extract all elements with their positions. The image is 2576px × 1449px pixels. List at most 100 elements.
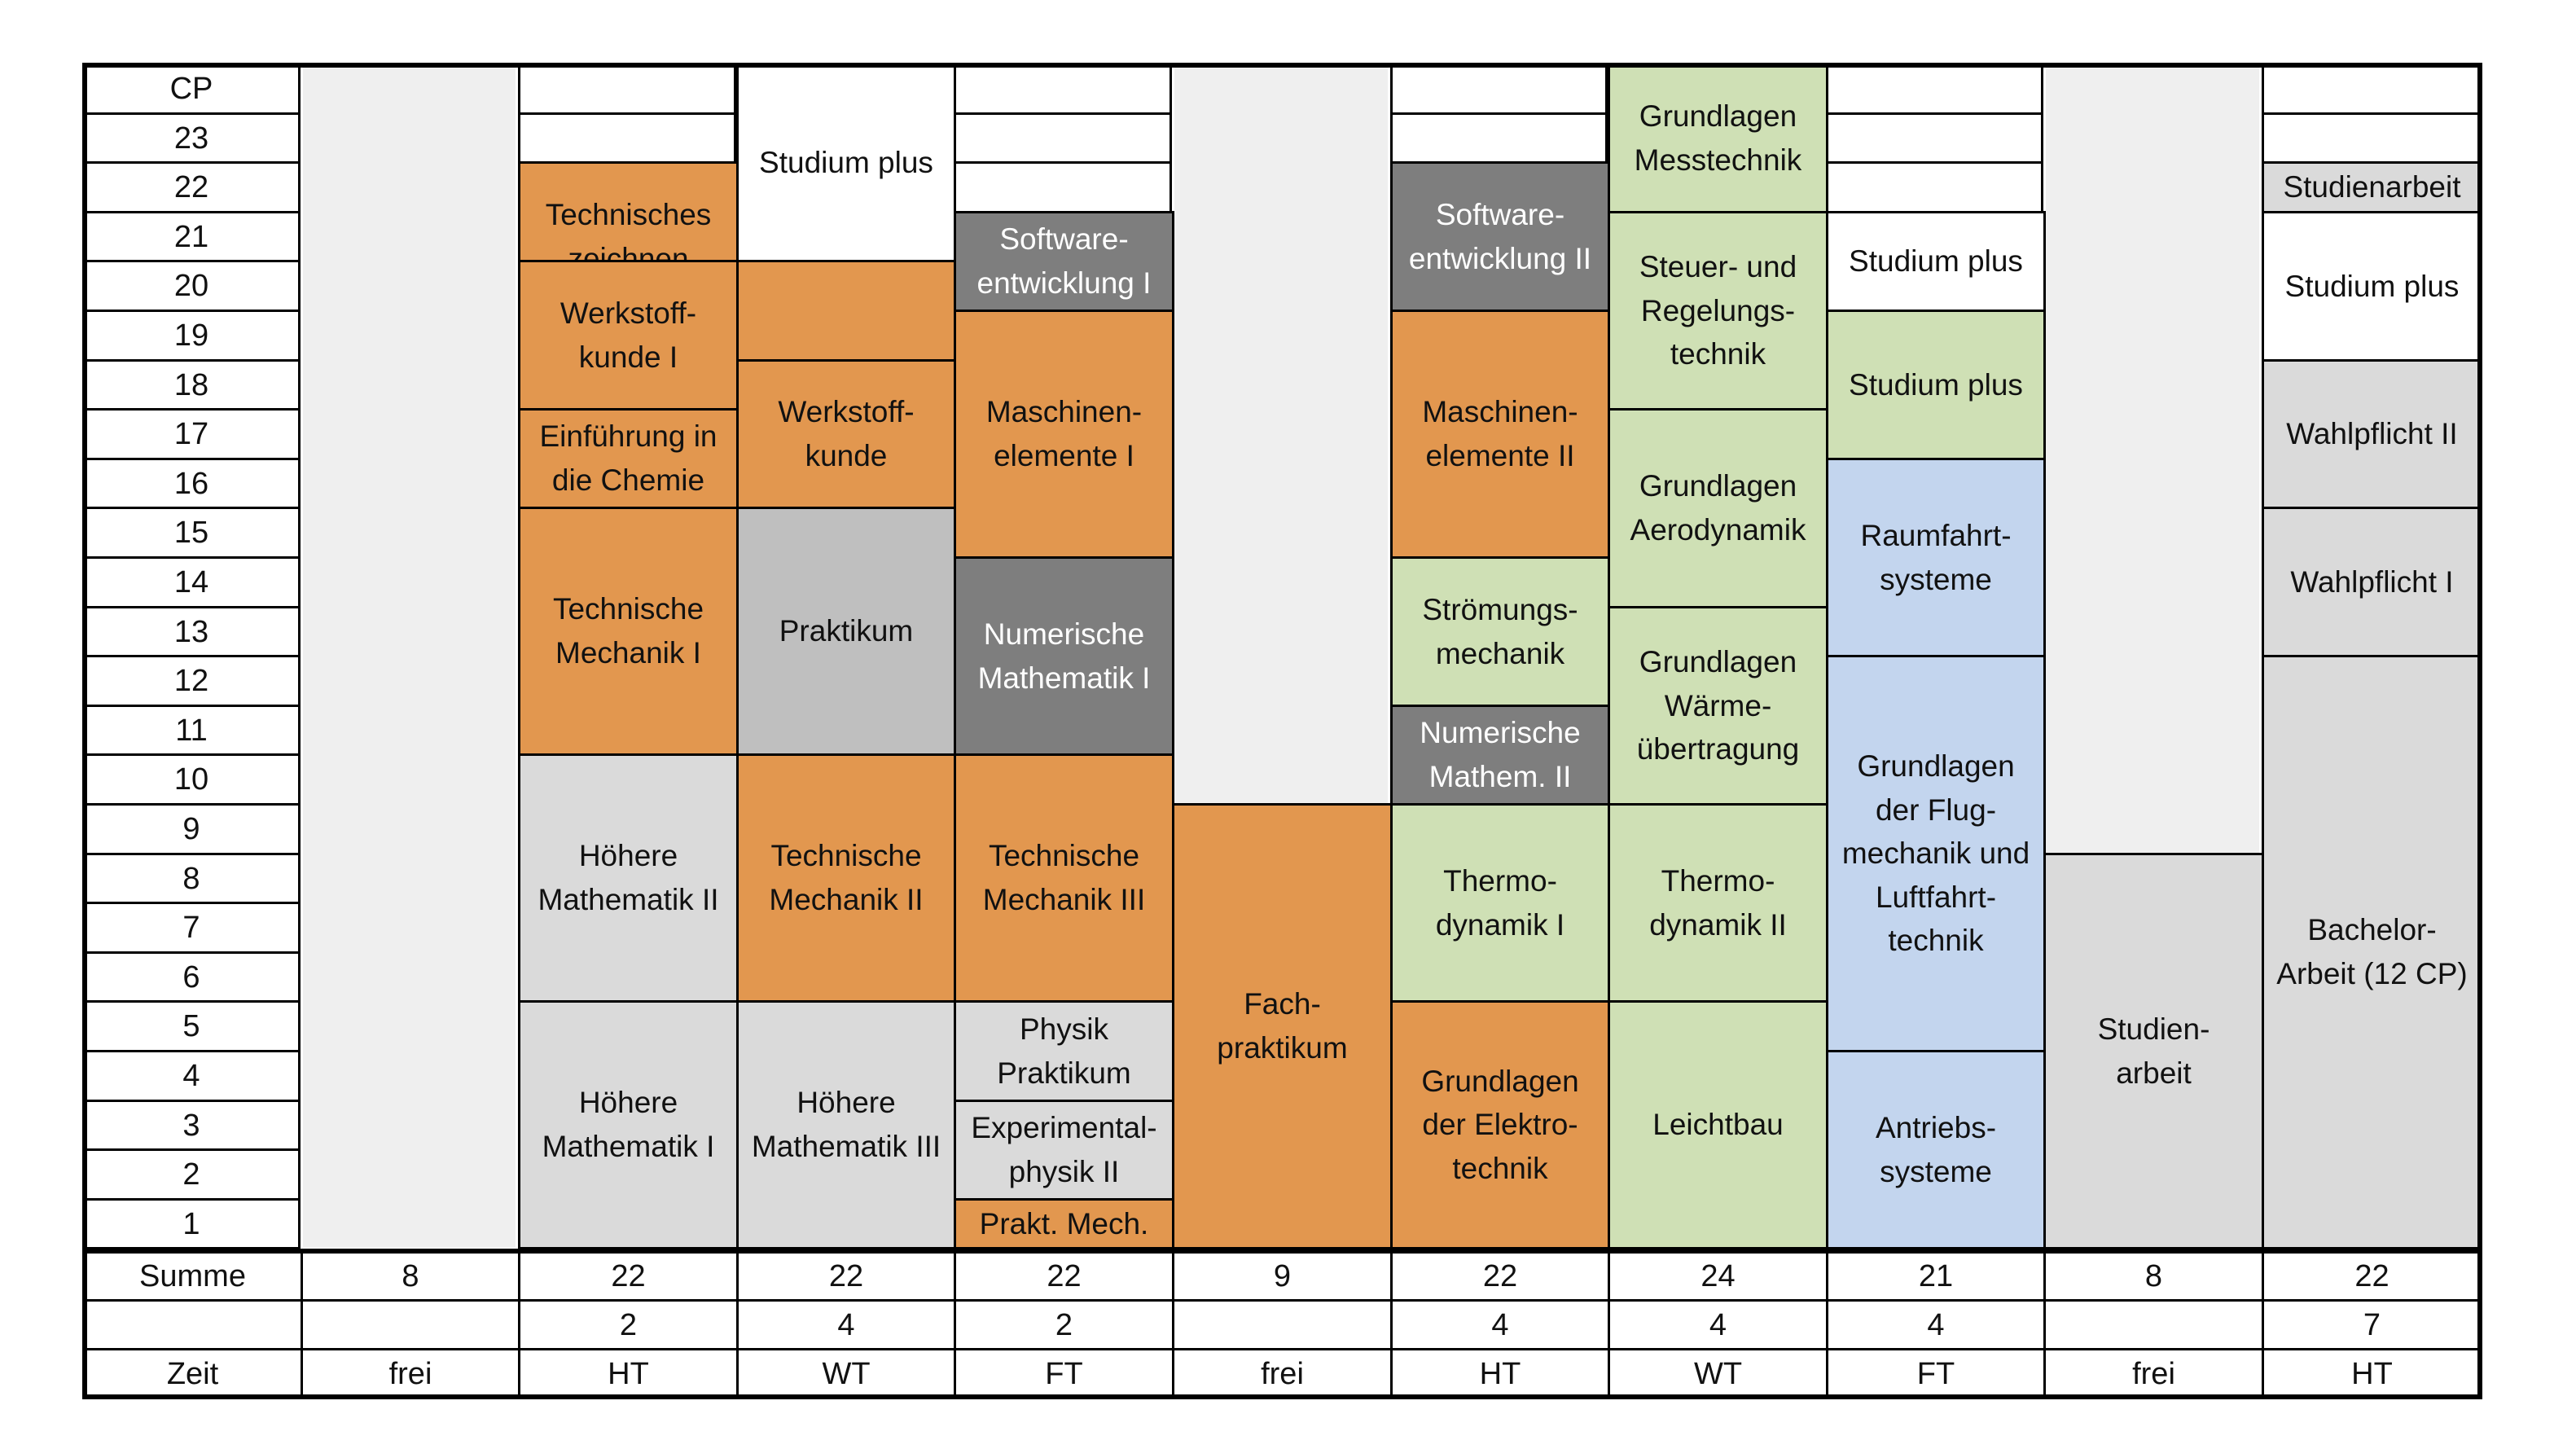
module-block[interactable]: Werkstoff- kunde I [518,260,739,411]
module-block[interactable]: Maschinen- elemente I [954,310,1174,559]
footer-zeit-cell: frei [1172,1348,1393,1399]
module-label: Thermo- dynamik II [1649,863,1787,942]
module-label: Thermo- dynamik I [1435,863,1565,942]
module-block[interactable]: Antriebs- systeme [1826,1050,2046,1249]
module-block[interactable]: Technische Mechanik II [736,753,956,1003]
empty-semester-area [1174,65,1388,803]
module-block[interactable]: Numerische Mathematik I [954,556,1174,756]
module-label: Steuer- und Regelungs- technik [1639,250,1797,371]
module-label: Leichtbau [1652,1108,1784,1142]
module-label: Grundlagen Messtechnik [1634,99,1802,177]
module-block[interactable]: Grundlagen Aerodynamik [1608,408,1828,608]
module-block[interactable]: Fach- praktikum [1172,803,1393,1249]
module-block[interactable]: Studien- arbeit [2043,853,2264,1249]
module-block[interactable]: Studium plus [1826,310,2046,460]
module-label: Fach- praktikum [1217,987,1348,1065]
module-label: Software- entwicklung II [1408,197,1592,275]
module-block[interactable]: Technische Mechanik III [954,753,1174,1003]
empty-semester-area [303,65,516,1247]
module-label: Studium plus [2284,269,2460,303]
empty-semester-area [2046,65,2259,853]
module-block[interactable]: Raumfahrt- systeme [1826,458,2046,657]
module-label: Werkstoff- kunde [778,395,915,472]
cp-row-label: 3 [82,1100,301,1151]
cp-row-label: 22 [82,161,301,213]
module-label: Studienarbeit [2283,170,2461,204]
module-block[interactable]: Thermo- dynamik I [1390,803,1610,1003]
module-block[interactable]: Studium plus [736,63,956,262]
module-label: Maschinen- elemente II [1422,395,1578,472]
module-block[interactable]: Software- entwicklung II [1390,161,1610,312]
module-block[interactable]: Strömungs- mechanik [1390,556,1610,707]
empty-cp-cell [1826,161,2043,213]
empty-cp-cell [1826,112,2043,164]
module-label: Höhere Mathematik III [751,1086,941,1163]
footer-zeit-cell: WT [736,1348,956,1399]
module-label: Software- entwicklung I [976,222,1152,300]
module-block[interactable]: Software- entwicklung I [954,211,1174,312]
cp-row-label: 8 [82,853,301,904]
module-block[interactable]: Höhere Mathematik II [518,753,739,1003]
module-label: Technische Mechanik II [769,839,924,916]
empty-cp-cell [518,112,736,164]
module-label: Bachelor- Arbeit (12 CP) [2276,913,2468,990]
cp-row-label: 13 [82,606,301,657]
module-block[interactable]: Numerische Mathem. II [1390,705,1610,806]
cp-row-label: 4 [82,1050,301,1102]
module-block[interactable]: Steuer- und Regelungs- technik [1608,211,1828,411]
module-label: Experimental- physik II [971,1111,1157,1188]
module-label: Maschinen- elemente I [985,395,1143,472]
module-label: Raumfahrt- systeme [1860,518,2012,596]
module-block[interactable]: Wahlpflicht II [2262,359,2482,509]
module-label: Strömungs- mechanik [1422,592,1578,670]
table-frame [82,63,2482,1399]
module-label: Grundlagen der Elektro- technik [1421,1064,1579,1185]
module-label: Höhere Mathematik I [542,1086,715,1163]
cp-row-label: 6 [82,951,301,1003]
footer-zeit-cell: HT [2262,1348,2482,1399]
module-label: Grundlagen Aerodynamik [1630,469,1806,547]
module-block[interactable]: Höhere Mathematik I [518,1000,739,1249]
module-label: Studium plus [1849,367,2023,402]
module-block[interactable] [736,260,956,362]
module-block[interactable]: Thermo- dynamik II [1608,803,1828,1003]
module-label: Studium plus [759,145,933,179]
module-label: Studien- arbeit [2097,1012,2210,1090]
cp-row-label: 18 [82,359,301,411]
cp-row-label: 9 [82,803,301,855]
cp-row-label: 17 [82,408,301,460]
module-label: Physik Praktikum [997,1012,1131,1090]
module-label: Studium plus [1849,244,2023,279]
module-block[interactable]: Prakt. Mech. [954,1198,1174,1249]
cp-row-label: 20 [82,260,301,312]
cp-row-label: 16 [82,458,301,509]
footer-summe-cell: 8 [2043,1250,2264,1302]
module-label: Werkstoff- kunde I [560,296,697,374]
module-block[interactable]: Grundlagen der Flug- mechanik und Luftfa… [1826,655,2046,1052]
module-block[interactable]: Einführung in die Chemie [518,408,739,509]
module-label: Wahlpflicht I [2290,564,2454,599]
footer-extra-cell: 7 [2262,1299,2482,1350]
footer-zeit-cell: frei [2043,1348,2264,1399]
module-block[interactable]: Höhere Mathematik III [736,1000,956,1249]
module-label: Technische Mechanik III [982,839,1146,916]
module-label: Praktikum [779,614,914,648]
cp-row-label: 1 [82,1198,301,1249]
module-label: Antriebs- systeme [1875,1110,1997,1188]
empty-cp-cell [954,161,1172,213]
module-label: Grundlagen der Flug- mechanik und Luftfa… [1841,749,2030,958]
module-block[interactable]: Werkstoff- kunde [736,359,956,509]
module-label: Technische Mechanik I [552,592,704,670]
module-block[interactable]: Studium plus [1826,211,2046,312]
module-label: Numerische Mathematik I [977,617,1151,695]
module-label: Numerische Mathem. II [1420,716,1581,793]
module-block[interactable]: Grundlagen Wärme- übertragung [1608,606,1828,806]
module-block[interactable]: Experimental- physik II [954,1100,1174,1201]
footer-extra-cell: 2 [518,1299,739,1350]
footer-extra-cell [301,1299,520,1350]
empty-cp-cell [954,112,1172,164]
module-block[interactable]: Maschinen- elemente II [1390,310,1610,559]
module-block[interactable]: Grundlagen der Elektro- technik [1390,1000,1610,1249]
module-label: Wahlpflicht II [2286,417,2458,451]
